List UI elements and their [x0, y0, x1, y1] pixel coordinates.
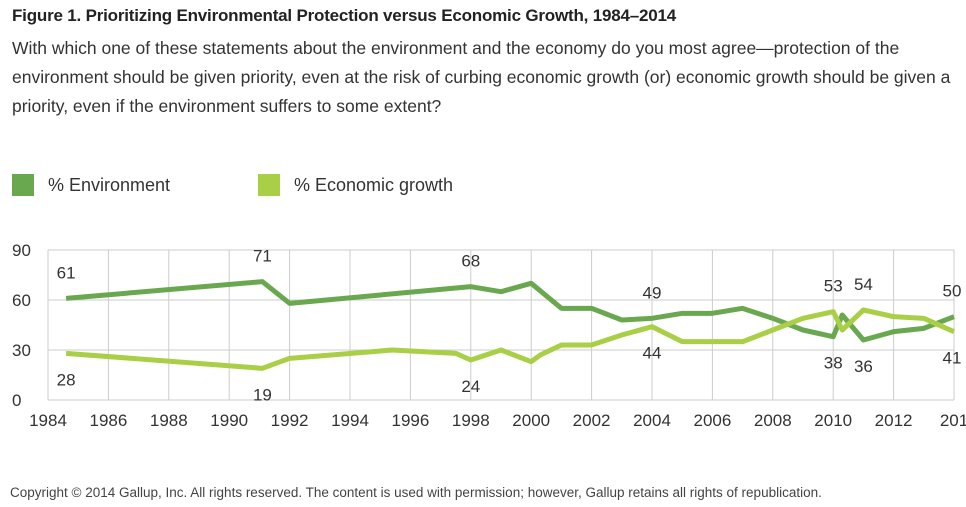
data-label: 44	[643, 344, 662, 363]
line-chart: 1984 1986 1988 1990 1992 1994 1996 1998 2000 2002…	[12, 241, 966, 430]
x-tick-label: 1988	[150, 411, 188, 430]
x-tick-label: 2010	[814, 411, 852, 430]
x-tick-label: 2002	[573, 411, 611, 430]
legend-label: % Economic growth	[294, 174, 454, 195]
data-label: 53	[824, 277, 843, 296]
x-tick-label: 1986	[89, 411, 127, 430]
x-tick-label: 2008	[754, 411, 792, 430]
x-tick-label: 2012	[875, 411, 913, 430]
x-tick-label: 1984	[29, 411, 67, 430]
legend-swatch-environment	[12, 174, 34, 196]
x-tick-label: 1996	[391, 411, 429, 430]
y-tick-label: 30	[12, 341, 31, 360]
data-label: 50	[943, 282, 962, 301]
series-line-environment	[65, 279, 955, 343]
data-label: 49	[643, 283, 662, 302]
legend-item-environment: % Environment	[12, 174, 170, 196]
data-label: 36	[854, 357, 873, 376]
x-tick-label: 201	[940, 411, 966, 430]
data-label: 71	[253, 247, 272, 266]
x-tick-label: 1998	[452, 411, 490, 430]
series-line-economic-growth	[65, 307, 956, 371]
y-tick-label: 90	[12, 241, 31, 260]
data-label: 24	[461, 377, 480, 396]
y-tick-label: 60	[12, 291, 31, 310]
legend-swatch-economic-growth	[258, 174, 280, 196]
x-tick-label: 1994	[331, 411, 369, 430]
data-label: 19	[253, 385, 272, 404]
copyright-notice: Copyright © 2014 Gallup, Inc. All rights…	[10, 485, 822, 500]
data-label: 68	[461, 252, 480, 271]
legend-label: % Environment	[48, 174, 171, 195]
x-tick-label: 2000	[512, 411, 550, 430]
figure-title: Figure 1. Prioritizing Environmental Pro…	[12, 6, 676, 25]
legend-item-economic-growth: % Economic growth	[258, 174, 453, 196]
x-tick-label: 1992	[271, 411, 309, 430]
data-label: 28	[57, 370, 76, 389]
x-tick-label: 1990	[210, 411, 248, 430]
x-tick-label: 2006	[693, 411, 731, 430]
data-label: 41	[943, 349, 962, 368]
x-tick-label: 2004	[633, 411, 671, 430]
y-tick-label: 0	[12, 391, 21, 410]
data-label: 38	[824, 354, 843, 373]
data-label: 54	[854, 275, 873, 294]
data-label: 61	[57, 263, 76, 282]
survey-question: With which one of these statements about…	[12, 38, 951, 116]
